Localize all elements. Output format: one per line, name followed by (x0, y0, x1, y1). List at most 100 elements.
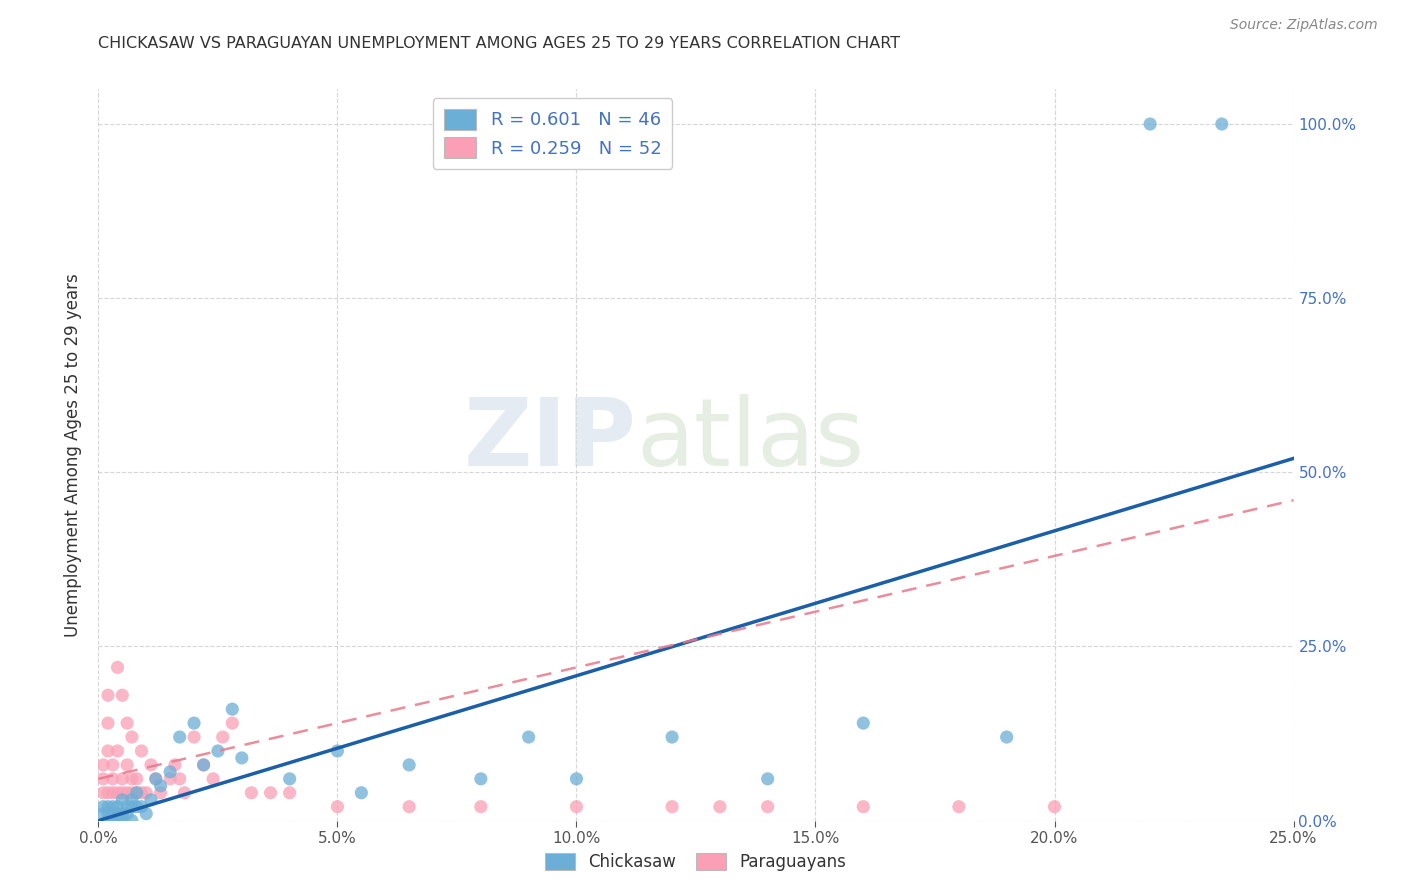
Point (1139, 117, 1161, 131)
Point (97, 806, 120, 821)
Point (211, 730, 233, 744)
Point (121, 793, 143, 807)
Point (111, 793, 134, 807)
Point (193, 758, 215, 772)
Text: atlas: atlas (637, 394, 865, 486)
Point (107, 744, 129, 758)
Point (135, 786, 157, 800)
Text: Source: ZipAtlas.com: Source: ZipAtlas.com (1230, 18, 1378, 32)
Point (948, 799, 970, 814)
Point (101, 799, 124, 814)
Point (756, 799, 779, 814)
Point (183, 716, 205, 731)
Text: ZIP: ZIP (464, 394, 637, 486)
Point (121, 730, 143, 744)
Point (159, 764, 181, 779)
Point (125, 772, 148, 786)
Point (163, 758, 186, 772)
Point (159, 772, 181, 786)
Point (231, 751, 253, 765)
Point (131, 799, 153, 814)
Point (202, 772, 225, 786)
Point (661, 730, 683, 744)
Point (111, 688, 134, 702)
Point (91, 806, 114, 821)
Point (173, 786, 195, 800)
Point (470, 772, 492, 786)
Point (111, 814, 134, 828)
Point (517, 730, 540, 744)
Point (115, 716, 138, 731)
Point (111, 786, 134, 800)
Point (350, 786, 373, 800)
Point (97, 799, 120, 814)
Point (398, 799, 420, 814)
Point (101, 758, 124, 772)
Point (91, 786, 114, 800)
Point (97, 814, 120, 828)
Point (91, 799, 114, 814)
Point (125, 786, 148, 800)
Point (131, 786, 153, 800)
Point (183, 730, 205, 744)
Point (111, 806, 134, 821)
Point (121, 814, 143, 828)
Point (221, 716, 243, 731)
Point (97, 744, 120, 758)
Point (131, 744, 153, 758)
Point (169, 730, 191, 744)
Point (193, 758, 215, 772)
Point (207, 744, 229, 758)
Point (125, 786, 148, 800)
Point (135, 806, 157, 821)
Point (398, 758, 420, 772)
Point (101, 806, 124, 821)
Point (101, 786, 124, 800)
Point (107, 786, 129, 800)
Point (756, 772, 779, 786)
Point (326, 744, 349, 758)
Point (145, 772, 167, 786)
Point (852, 799, 875, 814)
Point (115, 806, 138, 821)
Point (278, 772, 301, 786)
Point (91, 758, 114, 772)
Point (145, 772, 167, 786)
Point (125, 799, 148, 814)
Point (101, 772, 124, 786)
Point (111, 772, 134, 786)
Point (97, 688, 120, 702)
Point (139, 758, 162, 772)
Point (240, 786, 263, 800)
Point (97, 786, 120, 800)
Point (470, 799, 492, 814)
Point (661, 799, 683, 814)
Point (709, 799, 731, 814)
Point (221, 702, 243, 716)
Point (1043, 799, 1066, 814)
Point (149, 786, 172, 800)
Point (259, 786, 281, 800)
Point (326, 799, 349, 814)
Point (852, 716, 875, 731)
Point (169, 772, 191, 786)
Point (278, 786, 301, 800)
Point (995, 730, 1018, 744)
Point (565, 772, 588, 786)
Point (149, 779, 172, 793)
Point (565, 799, 588, 814)
Point (121, 799, 143, 814)
Point (1211, 117, 1233, 131)
Point (107, 806, 129, 821)
Text: CHICKASAW VS PARAGUAYAN UNEMPLOYMENT AMONG AGES 25 TO 29 YEARS CORRELATION CHART: CHICKASAW VS PARAGUAYAN UNEMPLOYMENT AMO… (98, 36, 901, 51)
Point (115, 758, 138, 772)
Point (91, 772, 114, 786)
Point (97, 716, 120, 731)
Y-axis label: Unemployment Among Ages 25 to 29 years: Unemployment Among Ages 25 to 29 years (65, 273, 83, 637)
Point (121, 772, 143, 786)
Point (121, 786, 143, 800)
Point (107, 660, 129, 674)
Legend: Chickasaw, Paraguayans: Chickasaw, Paraguayans (538, 847, 853, 878)
Point (107, 814, 129, 828)
Point (115, 799, 138, 814)
